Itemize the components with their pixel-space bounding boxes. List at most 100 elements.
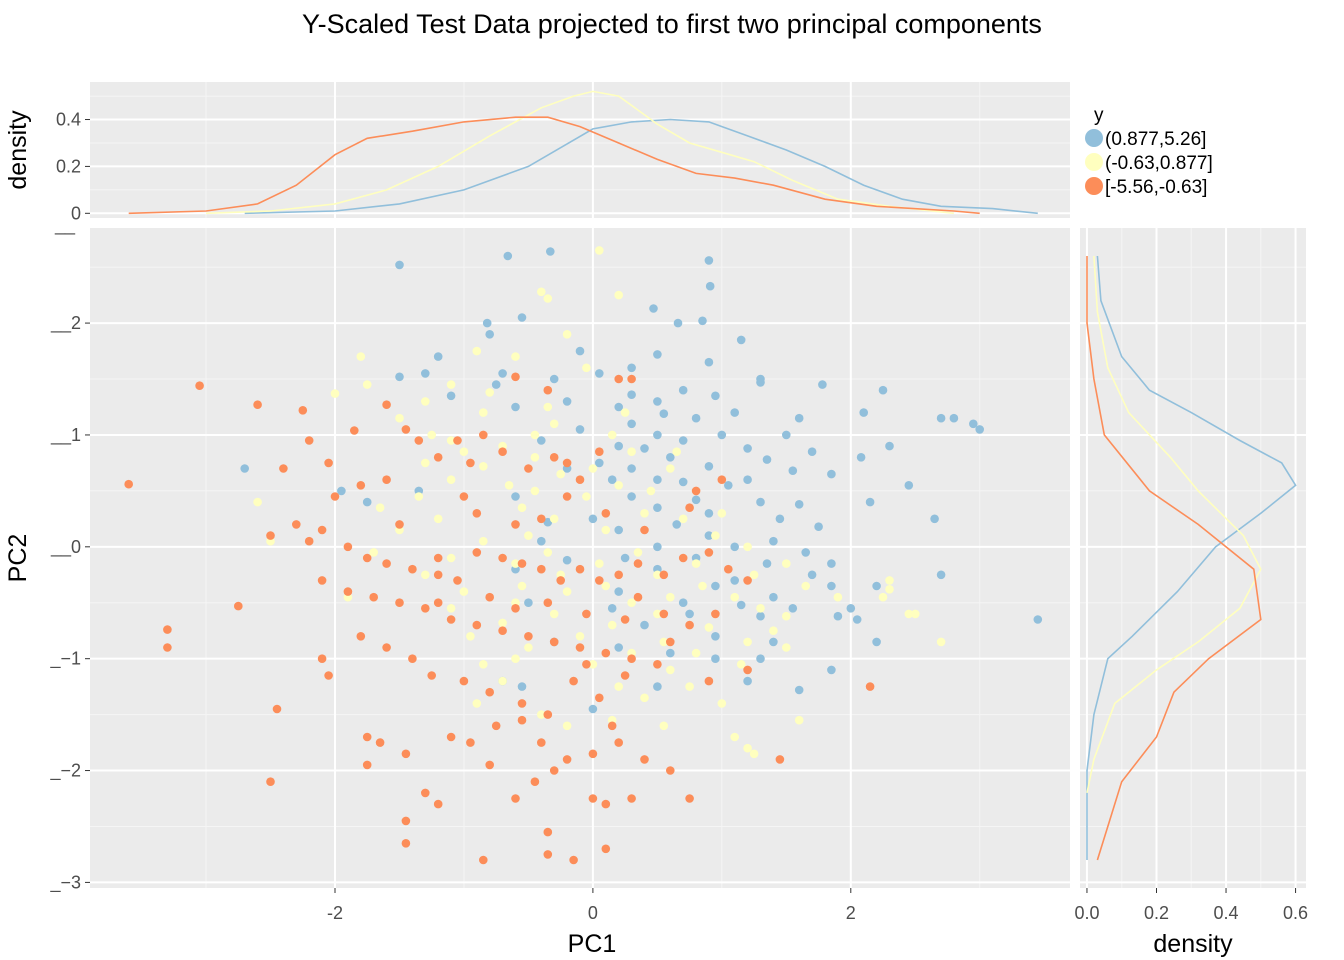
top-y-tick-label: 0 <box>71 203 81 223</box>
scatter-point <box>575 643 585 652</box>
scatter-point <box>659 637 669 647</box>
scatter-point <box>730 732 739 742</box>
scatter-point <box>446 475 456 485</box>
scatter-point <box>433 799 443 809</box>
scatter-point <box>743 475 752 485</box>
scatter-point <box>524 598 533 607</box>
scatter-point <box>511 794 520 803</box>
scatter-point <box>292 520 301 529</box>
scatter-point <box>253 497 262 507</box>
scatter-point <box>356 481 366 490</box>
legend: y (0.877,5.26] (-0.63,0.877] [-5.56,-0.63] <box>1085 105 1213 198</box>
scatter-point <box>782 611 791 621</box>
scatter-point <box>543 548 553 557</box>
scatter-point <box>653 475 662 485</box>
scatter-point <box>498 626 507 635</box>
scatter-point <box>653 542 662 552</box>
legend-key <box>1085 177 1103 195</box>
scatter-point <box>582 609 591 619</box>
scatter-point <box>304 536 314 546</box>
scatter-point <box>362 553 372 563</box>
scatter-point <box>653 682 662 691</box>
scatter-point <box>704 548 714 557</box>
scatter-point <box>549 374 559 384</box>
scatter-point <box>595 447 604 457</box>
scatter-point <box>736 600 746 610</box>
scatter-point <box>195 381 204 391</box>
scatter-point <box>466 738 475 747</box>
scatter-point <box>588 749 598 759</box>
scatter-point <box>369 592 379 602</box>
scatter-point <box>517 699 527 708</box>
scatter-point <box>511 402 520 412</box>
scatter-point <box>459 676 469 686</box>
scatter-point <box>562 492 572 501</box>
scatter-point <box>756 604 765 613</box>
scatter-point <box>640 755 649 764</box>
scatter-point <box>337 486 346 496</box>
top-panel-background <box>90 82 1070 218</box>
scatter-point <box>601 844 611 854</box>
scatter-point <box>537 738 546 747</box>
legend-title: y <box>1094 105 1104 126</box>
scatter-point <box>1033 615 1043 624</box>
scatter-point <box>356 352 366 361</box>
scatter-point <box>362 760 372 770</box>
scatter-point <box>704 256 714 265</box>
scatter-point <box>362 497 372 507</box>
scatter-point <box>911 609 920 619</box>
scatter-point <box>827 665 836 675</box>
scatter-point <box>885 441 894 451</box>
scatter-point <box>595 693 604 703</box>
right-x-tick-label: 0.0 <box>1074 903 1099 923</box>
scatter-point <box>272 704 282 714</box>
scatter-point <box>666 766 675 775</box>
scatter-point <box>433 514 443 524</box>
scatter-point <box>498 447 507 457</box>
scatter-point <box>769 637 778 647</box>
scatter-point <box>818 380 827 389</box>
scatter-point <box>124 479 133 489</box>
scatter-point <box>511 492 520 501</box>
scatter-point <box>446 391 456 401</box>
top-density-panel: 0.4 0.2 0__ density <box>4 82 1070 236</box>
scatter-point <box>743 576 752 585</box>
main-panel-background <box>90 228 1070 888</box>
scatter-point <box>453 436 462 445</box>
scatter-point <box>782 559 791 568</box>
scatter-point <box>569 855 578 865</box>
scatter-point <box>678 436 688 445</box>
scatter-point <box>163 643 172 652</box>
scatter-point <box>317 654 327 663</box>
scatter-point <box>685 503 694 512</box>
scatter-point <box>704 509 714 518</box>
scatter-point <box>421 788 430 798</box>
scatter-point <box>524 464 533 473</box>
top-density-ylabel: density <box>4 110 32 190</box>
scatter-point <box>653 350 662 359</box>
scatter-point <box>595 246 604 255</box>
scatter-point <box>433 352 443 361</box>
scatter-point <box>569 676 578 686</box>
scatter-point <box>537 436 546 445</box>
scatter-point <box>678 514 688 524</box>
chart-title: Y-Scaled Test Data projected to first tw… <box>302 9 1042 39</box>
scatter-point <box>756 497 765 507</box>
right-density-line <box>1086 255 1262 794</box>
scatter-point <box>762 455 772 464</box>
scatter-point <box>485 592 495 602</box>
scatter-point <box>756 611 765 621</box>
scatter-point <box>479 536 488 546</box>
scatter-point <box>659 570 669 580</box>
scatter-point <box>472 699 482 708</box>
scatter-point <box>691 648 701 658</box>
scatter-point <box>601 799 611 809</box>
scatter-point <box>375 738 385 747</box>
scatter-point <box>433 570 443 580</box>
scatter-point <box>421 397 430 406</box>
scatter-point <box>375 503 385 512</box>
scatter-point <box>614 290 623 300</box>
scatter-point <box>788 466 798 476</box>
scatter-point <box>588 514 598 524</box>
scatter-point <box>743 665 752 675</box>
